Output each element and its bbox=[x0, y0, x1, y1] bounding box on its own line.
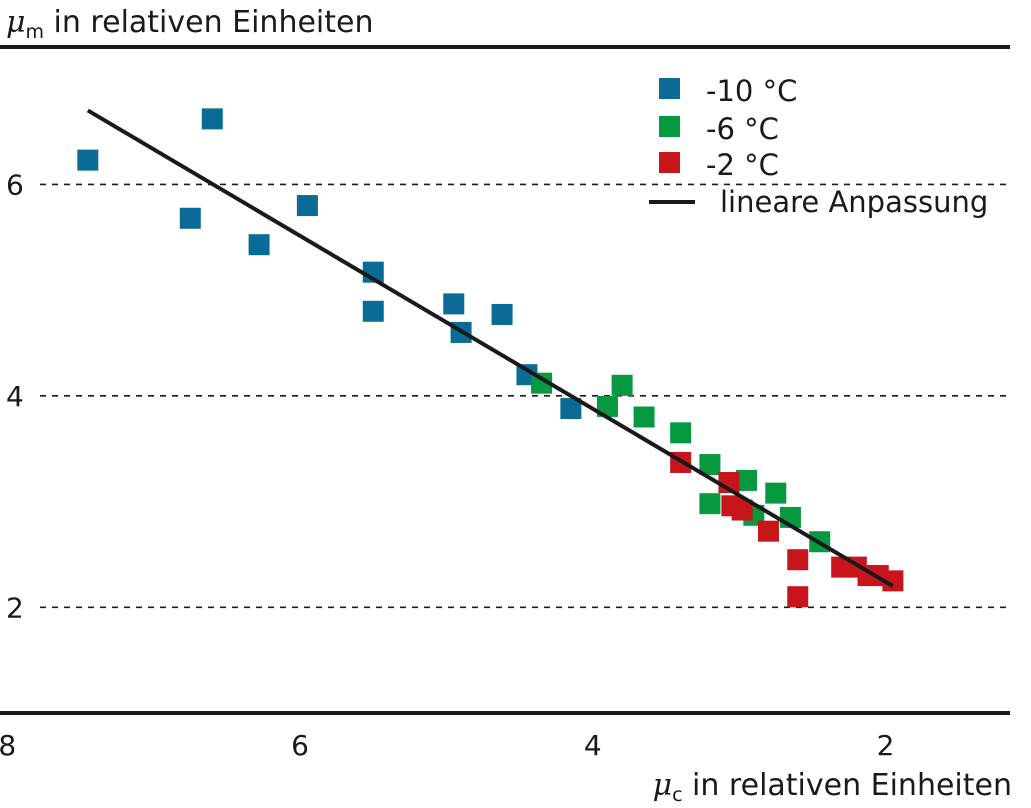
x-axis-title: μc in relativen Einheiten bbox=[653, 768, 1012, 806]
legend-marker-series-3 bbox=[659, 152, 680, 173]
data-point-series-3 bbox=[731, 499, 753, 521]
data-point-series-2 bbox=[765, 482, 787, 504]
legend-label-series-2: -6 °C bbox=[706, 112, 779, 146]
x-tick-label: 4 bbox=[584, 729, 602, 762]
data-point-series-2 bbox=[670, 422, 692, 444]
legend-label-series-3: -2 °C bbox=[706, 148, 779, 182]
data-point-series-2 bbox=[611, 374, 633, 396]
data-point-series-1 bbox=[77, 149, 99, 171]
y-axis-title-text: in relativen Einheiten bbox=[44, 5, 373, 40]
data-point-series-2 bbox=[699, 454, 721, 476]
legend: -10 °C -6 °C -2 °C lineare Anpassung bbox=[649, 74, 988, 219]
legend-marker-series-2 bbox=[659, 116, 680, 137]
y-tick-label: 6 bbox=[6, 168, 24, 201]
data-point-series-2 bbox=[531, 372, 553, 394]
x-axis-title-subscript: c bbox=[672, 784, 682, 806]
y-tick-label: 2 bbox=[6, 591, 24, 624]
legend-label-fit-line: lineare Anpassung bbox=[720, 185, 988, 219]
legend-marker-series-1 bbox=[659, 78, 680, 99]
data-point-series-1 bbox=[296, 195, 318, 217]
data-point-series-2 bbox=[596, 395, 618, 417]
y-tick-label: 4 bbox=[6, 380, 24, 413]
y-axis-title-subscript: m bbox=[26, 21, 45, 43]
x-axis-title-symbol: μ bbox=[653, 768, 673, 803]
data-point-series-1 bbox=[248, 234, 270, 256]
data-point-series-1 bbox=[201, 108, 223, 130]
x-tick-labels: 8 6 4 2 bbox=[0, 729, 894, 762]
data-point-series-1 bbox=[362, 300, 384, 322]
data-point-series-3 bbox=[787, 549, 809, 571]
data-points bbox=[77, 108, 904, 608]
data-point-series-3 bbox=[882, 570, 904, 592]
y-tick-labels: 6 4 2 bbox=[6, 168, 24, 624]
data-point-series-1 bbox=[491, 303, 513, 325]
x-tick-label: 8 bbox=[0, 729, 16, 762]
x-tick-label: 6 bbox=[291, 729, 309, 762]
x-axis-title-text: in relativen Einheiten bbox=[683, 768, 1012, 803]
data-point-series-2 bbox=[736, 469, 758, 491]
y-axis-title-symbol: μ bbox=[6, 5, 26, 40]
gridlines bbox=[40, 183, 1010, 609]
data-point-series-2 bbox=[633, 406, 655, 428]
data-point-series-1 bbox=[179, 207, 201, 229]
data-point-series-1 bbox=[443, 293, 465, 315]
x-tick-label: 2 bbox=[877, 729, 895, 762]
y-axis-title: μm in relativen Einheiten bbox=[6, 5, 374, 43]
legend-label-series-1: -10 °C bbox=[706, 74, 797, 108]
data-point-series-1 bbox=[560, 398, 582, 420]
data-point-series-2 bbox=[699, 493, 721, 515]
data-point-series-3 bbox=[757, 520, 779, 542]
data-point-series-3 bbox=[787, 586, 809, 608]
fit-line bbox=[86, 108, 894, 588]
